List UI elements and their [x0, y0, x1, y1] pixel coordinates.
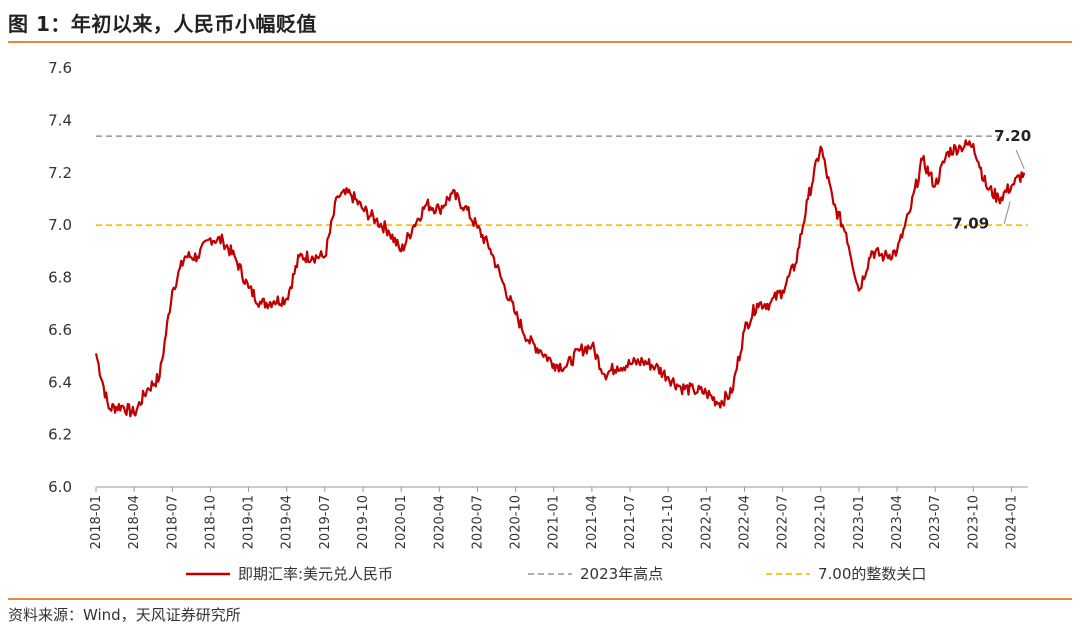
x-tick-label: 2019-10 — [356, 495, 371, 549]
x-tick-label: 2022-07 — [776, 495, 791, 549]
y-tick-label: 6.6 — [48, 321, 72, 339]
x-tick-label: 2022-10 — [814, 495, 829, 549]
annotation-label: 7.20 — [994, 127, 1031, 145]
y-tick-label: 7.6 — [48, 59, 72, 77]
x-tick-label: 2019-04 — [280, 495, 295, 549]
y-tick-label: 6.2 — [48, 426, 72, 444]
x-tick-label: 2023-04 — [890, 495, 905, 549]
y-tick-label: 6.0 — [48, 478, 72, 496]
x-tick-label: 2020-10 — [509, 495, 524, 549]
y-tick-label: 7.4 — [48, 111, 72, 129]
x-tick-label: 2019-07 — [318, 495, 333, 549]
x-tick-label: 2018-10 — [203, 495, 218, 549]
annotation-leader — [1003, 201, 1011, 224]
legend-label: 2023年高点 — [580, 565, 663, 583]
legend: 即期汇率:美元兑人民币 2023年高点 7.00的整数关口 — [186, 565, 926, 583]
line-chart: 6.06.26.46.66.87.07.27.47.6 2018-01 2018-… — [48, 59, 1031, 583]
x-tick-label: 2021-10 — [661, 495, 676, 549]
y-tick-label: 6.8 — [48, 269, 72, 287]
y-tick-label: 7.0 — [48, 216, 72, 234]
x-tick-label: 2020-07 — [470, 495, 485, 549]
legend-label: 即期汇率:美元兑人民币 — [238, 565, 393, 583]
title-rule — [8, 41, 1072, 43]
x-tick-label: 2021-07 — [623, 495, 638, 549]
source-rule — [8, 598, 1072, 600]
x-tick-label: 2020-04 — [432, 495, 447, 549]
x-axis: 2018-01 2018-04 2018-07 2018-10 2019-01 2019-… — [89, 486, 1028, 549]
x-tick-label: 2024-01 — [1004, 495, 1019, 549]
x-tick-label: 2022-01 — [699, 495, 714, 549]
y-axis: 6.0 6.2 6.4 6.6 6.8 7.0 7.2 7.4 7.6 — [48, 59, 72, 496]
x-tick-label: 2019-01 — [242, 495, 257, 549]
reference-lines — [96, 135, 1028, 227]
annotations: 7.20 7.09 — [952, 127, 1031, 233]
series-group — [94, 139, 1026, 418]
figure-title: 图 1：年初以来，人民币小幅贬值 — [8, 12, 317, 36]
legend-label: 7.00的整数关口 — [818, 565, 926, 583]
annotation-leader — [1015, 149, 1025, 169]
x-tick-label: 2021-01 — [547, 495, 562, 549]
y-tick-label: 7.2 — [48, 164, 72, 182]
x-tick-label: 2018-07 — [165, 495, 180, 549]
annotation-label: 7.09 — [952, 215, 989, 233]
x-tick-label: 2023-07 — [928, 495, 943, 549]
x-tick-label: 2021-04 — [585, 495, 600, 549]
usdcny-spot-line — [94, 139, 1026, 418]
x-tick-label: 2023-10 — [966, 495, 981, 549]
x-tick-label: 2023-01 — [852, 495, 867, 549]
x-tick-label: 2018-04 — [127, 495, 142, 549]
x-tick-label: 2018-01 — [89, 495, 104, 549]
source-note: 资料来源：Wind，天风证券研究所 — [8, 606, 241, 624]
x-tick-label: 2020-01 — [394, 495, 409, 549]
x-tick-label: 2022-04 — [737, 495, 752, 549]
y-tick-label: 6.4 — [48, 373, 72, 391]
